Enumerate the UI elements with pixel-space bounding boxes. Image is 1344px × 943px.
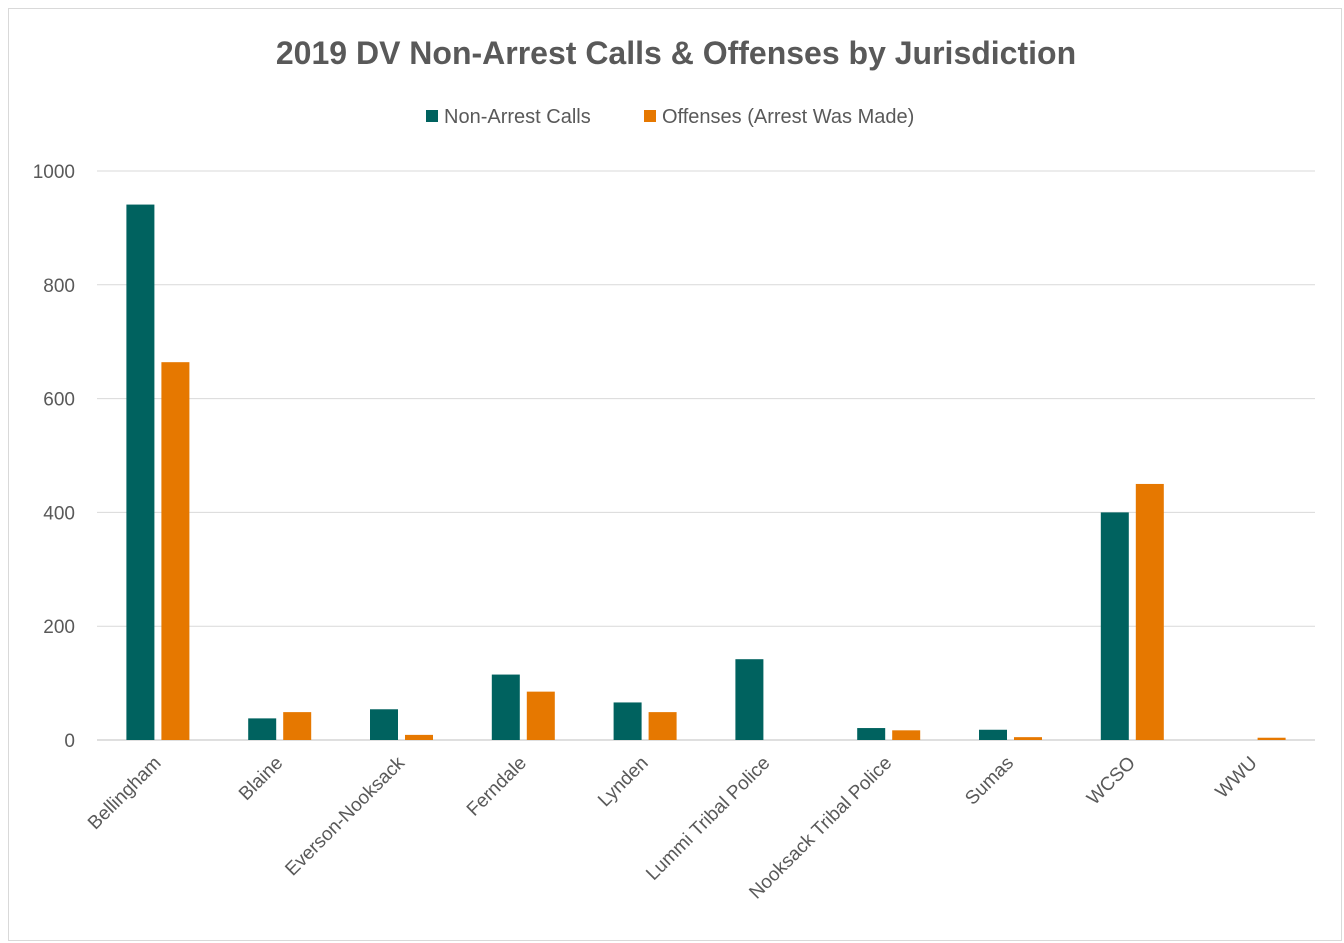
bar-non-arrest-0 xyxy=(126,204,155,741)
x-category-label: Nooksack Tribal Police xyxy=(745,753,896,904)
y-tick-label: 600 xyxy=(43,390,75,411)
bar-non-arrest-2 xyxy=(370,709,398,740)
x-category-label: Lummi Tribal Police xyxy=(642,753,774,885)
bar-non-arrest-7 xyxy=(979,729,1007,740)
x-category-label: Bellingham xyxy=(84,753,165,834)
x-category-label: Blaine xyxy=(235,753,287,805)
gridlines xyxy=(97,170,1315,741)
bar-non-arrest-6 xyxy=(857,728,886,740)
legend: Non-Arrest Calls Offenses (Arrest Was Ma… xyxy=(426,106,914,128)
y-axis-ticks: 0 200 400 600 800 1000 xyxy=(33,162,75,752)
bar-non-arrest-8 xyxy=(1100,512,1129,740)
legend-label-non-arrest: Non-Arrest Calls xyxy=(444,106,591,128)
bar-offenses-4 xyxy=(648,712,677,740)
bar-offenses-6 xyxy=(892,730,921,740)
bar-offenses-7 xyxy=(1014,737,1042,740)
x-category-label: WWU xyxy=(1212,753,1262,803)
chart-title: 2019 DV Non-Arrest Calls & Offenses by J… xyxy=(276,35,1076,71)
x-category-label: Lynden xyxy=(594,753,652,811)
bar-non-arrest-5 xyxy=(735,659,764,740)
chart-frame: 2019 DV Non-Arrest Calls & Offenses by J… xyxy=(8,8,1342,941)
x-category-label: Everson-Nooksack xyxy=(281,752,409,880)
y-tick-label: 800 xyxy=(43,276,75,297)
legend-label-offenses: Offenses (Arrest Was Made) xyxy=(662,106,914,128)
bar-offenses-3 xyxy=(526,691,555,740)
bar-offenses-0 xyxy=(161,362,190,740)
bar-non-arrest-3 xyxy=(491,674,520,740)
bar-offenses-8 xyxy=(1135,483,1164,740)
bar-offenses-9 xyxy=(1257,737,1286,740)
y-tick-label: 1000 xyxy=(33,162,75,183)
bars xyxy=(126,204,1286,741)
bar-offenses-2 xyxy=(405,734,433,740)
y-tick-label: 0 xyxy=(64,731,75,752)
bar-non-arrest-4 xyxy=(613,702,642,740)
x-category-label: Ferndale xyxy=(463,753,531,821)
y-tick-label: 200 xyxy=(43,617,75,638)
bar-chart: 2019 DV Non-Arrest Calls & Offenses by J… xyxy=(33,35,1315,903)
bar-offenses-1 xyxy=(283,712,312,740)
x-category-label: Sumas xyxy=(961,753,1018,810)
legend-swatch-non-arrest xyxy=(426,110,438,122)
y-tick-label: 400 xyxy=(43,503,75,524)
x-category-label: WCSO xyxy=(1083,753,1140,810)
legend-swatch-offenses xyxy=(644,110,656,122)
bar-non-arrest-1 xyxy=(248,718,277,740)
